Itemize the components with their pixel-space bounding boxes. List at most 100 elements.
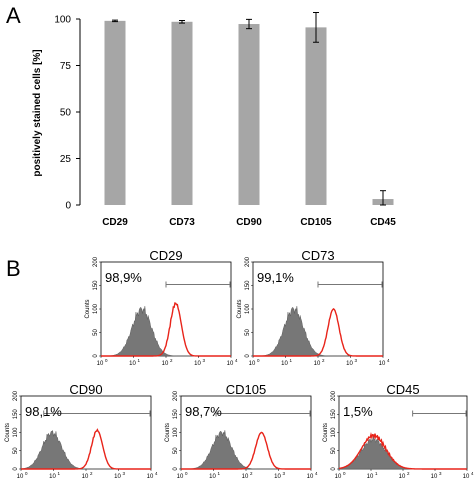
x-tick-exponent: 1 [218, 471, 221, 476]
histogram-cd90: CD9098,1%050100150200Counts1001011021031… [5, 382, 158, 480]
x-tick-label: 10 [162, 361, 169, 367]
x-tick-label: 10 [147, 474, 154, 480]
y-tick-label: 50 [13, 447, 19, 454]
category-label-cd90: CD90 [236, 217, 262, 228]
histogram-panels: CD2998,9%050100150200Counts1001011021031… [5, 248, 474, 480]
stained-histogram-line [338, 432, 467, 470]
control-histogram [180, 430, 311, 470]
x-tick-exponent: 2 [407, 471, 410, 476]
y-tick-label: 200 [331, 390, 337, 401]
stained-histogram-line [181, 431, 311, 470]
x-tick-exponent: 2 [322, 358, 325, 363]
y-tick-label: 150 [331, 409, 337, 420]
y-tick-label: 150 [245, 280, 251, 291]
x-tick-label: 10 [49, 474, 56, 480]
y-tick-label: 200 [245, 256, 251, 267]
y-tick-label: 0 [331, 467, 337, 471]
y-tick-label: 200 [93, 256, 99, 267]
y-axis-label: Counts [237, 299, 243, 318]
x-tick-exponent: 0 [105, 358, 108, 363]
x-tick-exponent: 0 [185, 471, 188, 476]
x-tick-exponent: 4 [471, 471, 474, 476]
stained-histogram-line [101, 302, 231, 357]
x-tick-exponent: 2 [90, 471, 93, 476]
bar-cd90 [238, 24, 260, 205]
y-tick-label: 100 [93, 303, 99, 314]
histogram-cd29: CD2998,9%050100150200Counts1001011021031… [85, 248, 238, 367]
histogram-title: CD29 [149, 248, 182, 263]
x-tick-label: 10 [177, 474, 184, 480]
y-axis-label: positively stained cells [%] [32, 49, 43, 176]
control-histogram [252, 306, 383, 357]
x-tick-label: 10 [17, 474, 24, 480]
histogram-title: CD73 [301, 248, 334, 263]
x-tick-label: 10 [209, 474, 216, 480]
x-tick-label: 10 [335, 474, 342, 480]
panel-a-bar-chart: A positively stained cells [%] 0 25 50 75 10… [6, 3, 396, 228]
y-tick-label: 0 [65, 201, 71, 212]
x-tick-label: 10 [346, 361, 353, 367]
x-tick-exponent: 4 [155, 471, 158, 476]
y-tick-label: 200 [13, 390, 19, 401]
y-tick-label: 50 [93, 329, 99, 336]
x-tick-exponent: 4 [315, 471, 318, 476]
positive-percentage: 1,5% [343, 404, 373, 419]
x-tick-exponent: 1 [138, 358, 141, 363]
x-tick-exponent: 0 [257, 358, 260, 363]
y-tick-label: 75 [60, 61, 72, 72]
y-tick-label: 0 [245, 354, 251, 358]
histogram-cd105: CD10598,7%050100150200Counts100101102103… [165, 382, 318, 480]
x-tick-exponent: 3 [123, 471, 126, 476]
y-tick-label: 100 [173, 427, 179, 438]
category-labels: CD29 CD73 CD90 CD105 CD45 [102, 217, 396, 228]
bar-cd73 [171, 21, 193, 206]
x-tick-label: 10 [194, 361, 201, 367]
x-tick-exponent: 3 [283, 471, 286, 476]
x-tick-exponent: 4 [387, 358, 390, 363]
control-histogram [338, 435, 467, 470]
bar-cd105 [305, 27, 327, 206]
y-tick-label: 150 [93, 280, 99, 291]
y-tick-label: 200 [173, 390, 179, 401]
x-tick-label: 10 [249, 361, 256, 367]
x-tick-exponent: 2 [250, 471, 253, 476]
panel-b-label: B [6, 256, 21, 281]
histogram-cd73: CD7399,1%050100150200Counts1001011021031… [237, 248, 390, 367]
y-tick-label: 50 [60, 108, 72, 119]
category-label-cd105: CD105 [300, 217, 332, 228]
positive-percentage: 99,1% [257, 270, 294, 285]
x-tick-exponent: 1 [375, 471, 378, 476]
x-tick-label: 10 [82, 474, 89, 480]
y-tick-label: 100 [331, 427, 337, 438]
category-label-cd29: CD29 [102, 217, 128, 228]
x-tick-label: 10 [281, 361, 288, 367]
y-ticks: 0 25 50 75 100 [54, 15, 80, 212]
histogram-title: CD90 [69, 382, 102, 397]
y-axis-label: Counts [85, 299, 91, 318]
y-tick-label: 50 [331, 447, 337, 454]
y-tick-label: 25 [60, 154, 72, 165]
x-tick-label: 10 [463, 474, 470, 480]
x-tick-exponent: 3 [203, 358, 206, 363]
y-tick-label: 150 [173, 409, 179, 420]
y-tick-label: 0 [173, 467, 179, 471]
positive-percentage: 98,1% [25, 404, 62, 419]
x-tick-label: 10 [129, 361, 136, 367]
y-tick-label: 100 [245, 303, 251, 314]
x-tick-label: 10 [314, 361, 321, 367]
x-tick-exponent: 4 [235, 358, 238, 363]
y-tick-label: 150 [13, 409, 19, 420]
x-tick-exponent: 0 [25, 471, 28, 476]
y-tick-label: 0 [93, 354, 99, 358]
panel-b-flow-histograms: B CD2998,9%050100150200Counts10010110210… [5, 248, 474, 480]
y-axis-label: Counts [165, 423, 171, 442]
positive-percentage: 98,9% [105, 270, 142, 285]
bar-cd29 [104, 20, 126, 205]
x-tick-label: 10 [242, 474, 249, 480]
y-tick-label: 100 [13, 427, 19, 438]
x-tick-exponent: 0 [343, 471, 346, 476]
y-tick-label: 50 [173, 447, 179, 454]
y-tick-label: 50 [245, 329, 251, 336]
x-tick-label: 10 [379, 361, 386, 367]
